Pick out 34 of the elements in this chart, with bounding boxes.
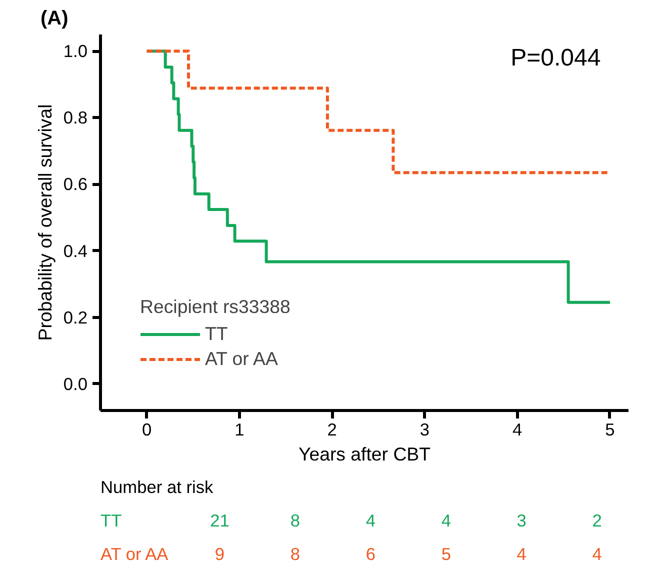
x-axis-title: Years after CBT [298, 444, 431, 464]
x-tick-label: 1 [234, 420, 244, 440]
text: 8 [290, 544, 300, 564]
text: 4 [366, 510, 376, 530]
text: 3 [516, 510, 526, 530]
annotation: P=0.044 [510, 44, 601, 72]
y-tick-label: 0.8 [63, 108, 88, 128]
legend-title: Recipient rs33388 [140, 296, 290, 318]
text: TT [100, 510, 122, 530]
x-tick-label: 5 [605, 420, 615, 440]
x-tick-label: 3 [420, 420, 430, 440]
text: AT or AA [100, 544, 169, 564]
chart-title: (A) [40, 8, 68, 30]
x-tick-label: 2 [327, 420, 337, 440]
text: Number at risk [100, 477, 214, 498]
legend-label: TT [205, 323, 228, 345]
y-tick-label: 1.0 [63, 41, 88, 62]
text: 4 [516, 544, 527, 564]
text: 4 [592, 544, 602, 564]
text: 2 [592, 510, 602, 530]
y-tick-label: 0.2 [63, 307, 88, 328]
text: 5 [441, 544, 451, 564]
y-tick-label: 0.0 [63, 374, 88, 394]
text: 8 [290, 510, 300, 530]
x-tick-label: 4 [512, 420, 523, 440]
x-tick-label: 0 [142, 420, 152, 440]
text: 21 [210, 510, 230, 530]
y-tick-label: 0.4 [63, 240, 88, 261]
y-tick-label: 0.6 [63, 174, 88, 194]
text: 6 [366, 544, 376, 564]
y-axis-title: Probability of overall survival [34, 104, 56, 341]
legend-label: AT or AA [205, 348, 278, 370]
text: 9 [214, 544, 225, 564]
text: 4 [441, 510, 452, 530]
